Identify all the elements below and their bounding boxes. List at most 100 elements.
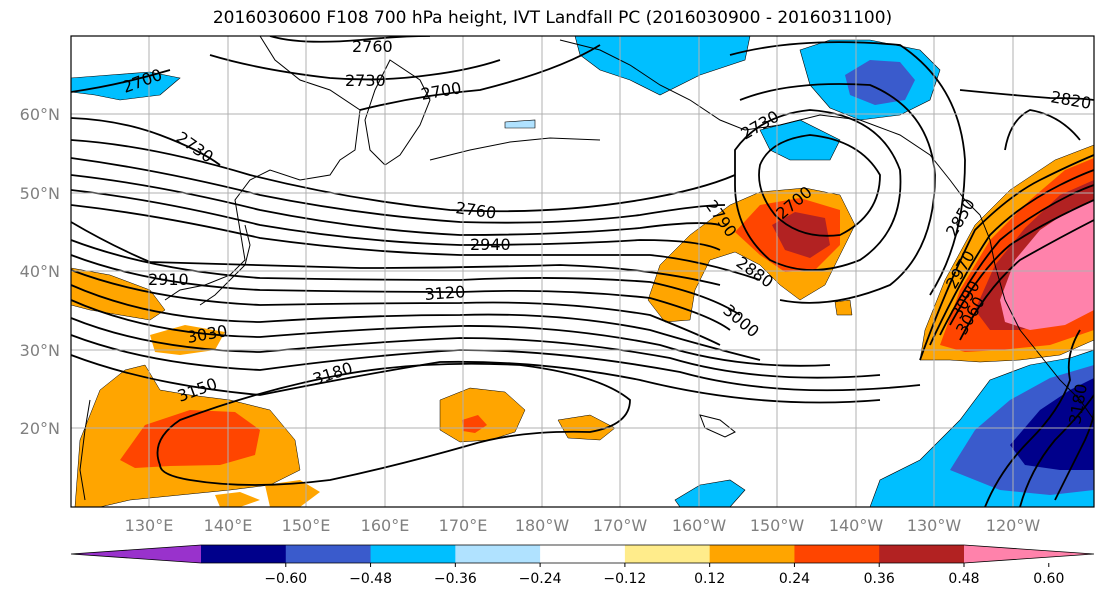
contour-east-3 <box>939 184 1094 336</box>
lon-tick-label: 170°W <box>593 516 648 535</box>
contour-3030 <box>71 284 761 361</box>
contour-2940 <box>71 239 741 316</box>
contour-2760 <box>71 139 736 213</box>
coast-japan <box>199 224 251 306</box>
contour-east-7 <box>1019 394 1094 507</box>
lon-tick-label: 150°E <box>282 516 331 535</box>
colorbar-segment <box>370 545 456 563</box>
lon-tick-label: 130°E <box>125 516 174 535</box>
coast-taiwan-ph <box>79 399 91 501</box>
contour-east-6 <box>984 329 1081 507</box>
contour-2880 <box>71 204 761 281</box>
contour-2850 <box>71 189 721 251</box>
colorbar-segment <box>201 545 287 563</box>
shade-orange-band-tail <box>834 299 853 316</box>
shade-blue-north-left <box>71 71 181 101</box>
shade-blue-small-south <box>674 479 746 507</box>
lon-tick-label: 160°E <box>361 516 410 535</box>
contour-3090 <box>71 317 881 379</box>
contour-2730-north <box>209 54 501 81</box>
colorbar-segment <box>709 545 795 563</box>
shade-darkblue-north-right <box>845 60 915 105</box>
colorbar-tick-label: 0.60 <box>1033 571 1064 587</box>
contour-3180 <box>156 362 631 486</box>
contour-2790 <box>71 157 726 224</box>
contour-2730-west <box>71 117 221 166</box>
colorbar-segment <box>540 545 626 563</box>
coastlines <box>79 36 1094 501</box>
colorbar-extend-low <box>71 545 201 563</box>
contour-low-ring-1 <box>758 134 881 237</box>
colorbar-tick-label: −0.24 <box>519 571 562 587</box>
contour-3000 <box>71 269 721 346</box>
contour-low-ring-2 <box>734 109 902 271</box>
coast-aleutians <box>429 137 601 161</box>
coast-asia-north <box>164 36 361 301</box>
colorbar-tick-label: 0.48 <box>948 571 979 587</box>
shade-orange-west-upper <box>71 267 166 321</box>
contour-label: 2760 <box>352 37 393 56</box>
lon-tick-label: 160°W <box>672 516 727 535</box>
colorbar-outline <box>70 544 1095 564</box>
shade-red-west <box>120 410 260 468</box>
contour-label: 2940 <box>470 235 511 254</box>
colorbar-tick-label: 0.12 <box>694 571 725 587</box>
lon-tick-label: 140°E <box>204 516 253 535</box>
colorbar-segment <box>624 545 711 563</box>
coast-na-west <box>979 214 1094 421</box>
lon-tick-label: 140°W <box>829 516 884 535</box>
contour-ne-loop <box>1004 109 1081 151</box>
contour-low-ring-3 <box>739 83 936 304</box>
contour-low-ring-4 <box>729 41 966 296</box>
contour-east-4 <box>949 199 1094 326</box>
shade-orange-south-small <box>215 492 260 507</box>
ivt-shading <box>71 36 1094 507</box>
map-title: 2016030600 F108 700 hPa height, IVT Land… <box>212 8 893 28</box>
shade-navy-southeast <box>1010 378 1094 470</box>
map-content: 2760 2730 2700 2700 2730 2730 2760 2940 … <box>71 36 1094 507</box>
latitude-ticks: 60°N 50°N 40°N 30°N 20°N <box>20 105 60 438</box>
lon-tick-label: 170°E <box>439 516 488 535</box>
contour-east-1 <box>919 154 1094 361</box>
colorbar-tick-label: −0.48 <box>349 571 392 587</box>
contour-label: 2910 <box>148 270 189 289</box>
colorbar-tick-label: −0.36 <box>434 571 477 587</box>
gridlines <box>71 36 1094 507</box>
colorbar-tick-label: 0.24 <box>779 571 810 587</box>
lon-tick-label: 150°W <box>750 516 805 535</box>
contour-2820-ne <box>959 89 1094 101</box>
contour-2910 <box>71 221 721 286</box>
colorbar: −0.60 −0.48 −0.36 −0.24 −0.12 0.12 0.24 0.36 0.4… <box>70 544 1095 587</box>
coast-kamchatka <box>364 59 431 166</box>
lat-tick-label: 30°N <box>20 341 60 360</box>
shade-blue-small-island <box>504 119 536 129</box>
contour-east-8 <box>1054 409 1094 501</box>
colorbar-segment <box>285 545 372 563</box>
contour-label: 3120 <box>424 282 466 304</box>
lat-tick-label: 60°N <box>20 105 60 124</box>
shade-blue-north-center <box>574 36 751 96</box>
contour-3060 <box>71 299 831 367</box>
contour-east-5 <box>959 219 1094 341</box>
contour-2700-north <box>71 44 601 111</box>
colorbar-segment <box>794 545 880 563</box>
colorbar-segment <box>879 545 965 563</box>
colorbar-tick-label: 0.36 <box>864 571 895 587</box>
longitude-ticks: 130°E 140°E 150°E 160°E 170°E 180°W 170°… <box>125 516 1041 535</box>
contour-3150 <box>71 354 881 404</box>
colorbar-extend-high <box>964 545 1094 563</box>
colorbar-tick-label: −0.60 <box>264 571 307 587</box>
lat-tick-label: 50°N <box>20 184 60 203</box>
lat-tick-label: 40°N <box>20 262 60 281</box>
map-frame <box>70 35 1095 508</box>
lat-tick-label: 20°N <box>20 419 60 438</box>
contour-2970 <box>71 254 731 331</box>
contour-2820 <box>71 174 721 236</box>
contour-label: 2730 <box>345 71 386 90</box>
coast-alaska <box>559 39 981 216</box>
colorbar-tick-label: −0.12 <box>603 571 646 587</box>
coast-hawaii <box>699 414 736 438</box>
colorbar-segment <box>455 545 541 563</box>
lon-tick-label: 120°W <box>986 516 1041 535</box>
